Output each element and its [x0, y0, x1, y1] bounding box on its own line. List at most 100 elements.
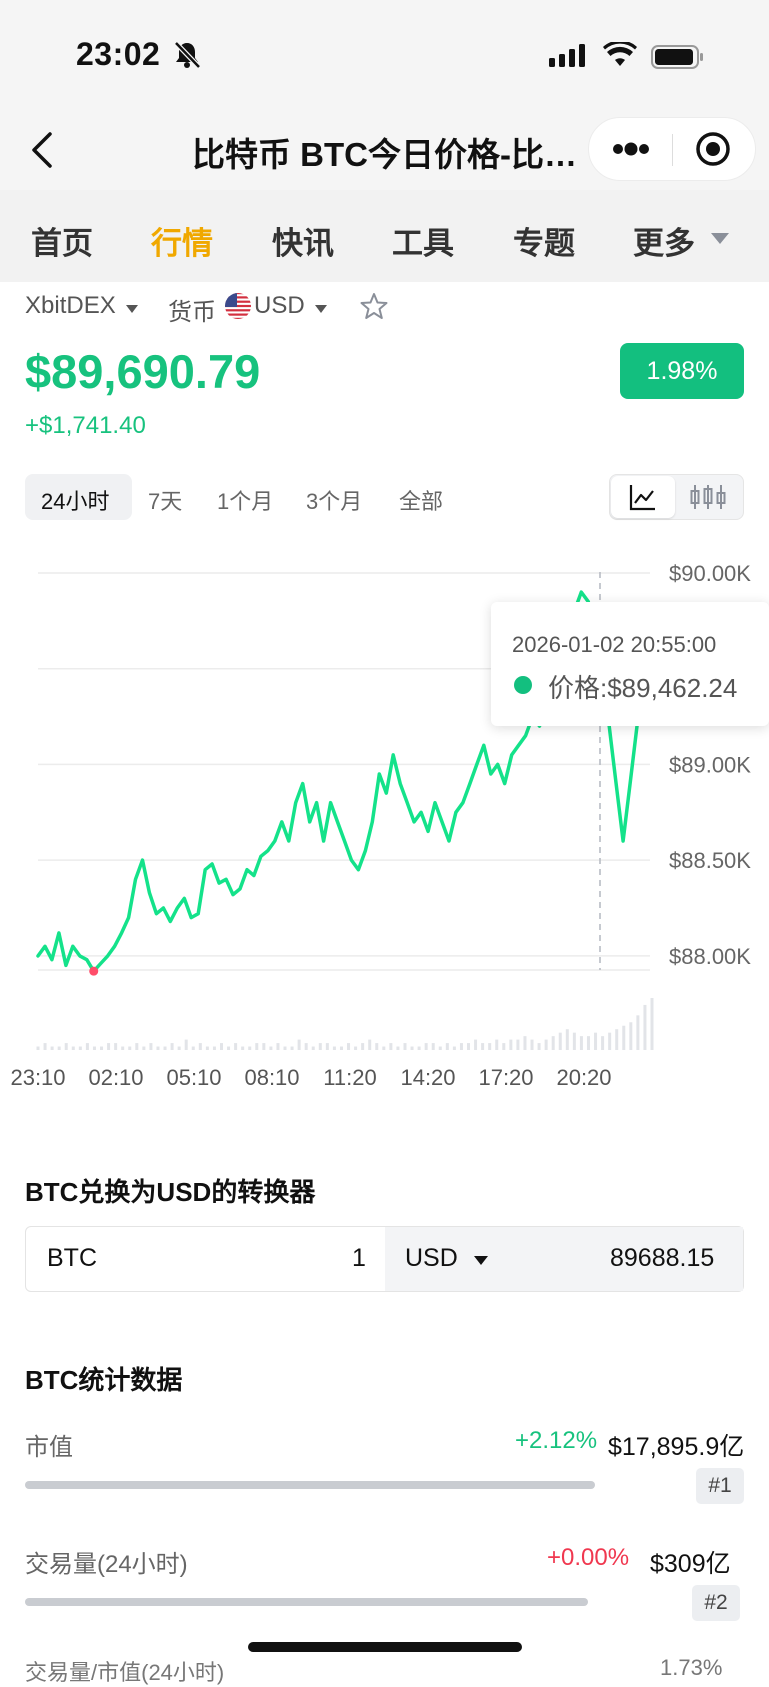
exchange-selector[interactable]: XbitDEX	[25, 292, 116, 319]
converter-title: BTC兑换为USD的转换器	[25, 1177, 316, 1207]
volume-bar	[248, 1046, 252, 1050]
volume-bar	[212, 1046, 216, 1050]
candlestick-icon[interactable]	[690, 483, 726, 516]
x-tick-label: 23:10	[10, 1065, 65, 1090]
volume-bar	[128, 1046, 132, 1050]
converter-to-currency-select[interactable]: USD	[405, 1244, 458, 1272]
stat-volume-bar	[25, 1598, 589, 1606]
volume-bar	[163, 1046, 167, 1050]
range-tab-1m[interactable]: 1个月	[217, 489, 274, 514]
converter-box	[25, 1226, 744, 1292]
us-flag-icon	[224, 292, 252, 325]
range-tab-24h[interactable]: 24小时	[41, 489, 110, 514]
x-tick-label: 11:20	[323, 1065, 376, 1090]
tooltip-date: 2026-01-02 20:55:00	[512, 632, 717, 657]
x-tick-label: 17:20	[478, 1065, 533, 1090]
nav-item-tools[interactable]: 工具	[392, 226, 454, 261]
caret-down-icon	[474, 1253, 488, 1271]
stats-title: BTC统计数据	[25, 1365, 183, 1395]
volume-bar	[579, 1036, 583, 1050]
range-tab-7d[interactable]: 7天	[148, 489, 183, 514]
stat-market-cap-change: +2.12%	[515, 1427, 598, 1454]
volume-bar	[516, 1039, 520, 1050]
volume-bar	[255, 1043, 259, 1050]
volume-bar	[643, 1004, 647, 1050]
battery-icon	[651, 44, 705, 75]
volume-bar	[262, 1043, 266, 1050]
volume-bar	[403, 1043, 407, 1050]
volume-bar	[78, 1046, 82, 1050]
price-change-absolute: +$1,741.40	[25, 412, 146, 439]
x-tick-label: 08:10	[244, 1065, 299, 1090]
converter-from-amount-input[interactable]: 1	[352, 1244, 366, 1272]
star-favorite-icon[interactable]	[360, 292, 388, 325]
volume-bar	[530, 1039, 534, 1050]
price-change-percent-badge: 1.98%	[620, 343, 744, 399]
volume-bar	[445, 1043, 449, 1050]
caret-down-icon	[126, 301, 138, 319]
volume-bar	[368, 1039, 372, 1050]
chart-gridlines	[38, 572, 650, 971]
volume-bar	[452, 1046, 456, 1050]
x-tick-label: 05:10	[166, 1065, 221, 1090]
volume-bar	[572, 1032, 576, 1050]
volume-bar	[354, 1046, 358, 1050]
y-tick-label: $88.00K	[669, 944, 751, 969]
volume-bar	[615, 1029, 619, 1050]
volume-bar	[71, 1046, 75, 1050]
x-tick-label: 02:10	[88, 1065, 143, 1090]
volume-bar	[184, 1039, 188, 1050]
volume-bar	[495, 1039, 499, 1050]
line-chart-icon	[629, 483, 657, 516]
close-mini-program-icon[interactable]	[694, 130, 732, 173]
stat-volume-value: $309亿	[650, 1550, 731, 1578]
stat-market-cap-rank: #1	[696, 1468, 744, 1504]
volume-bar	[417, 1046, 421, 1050]
range-tab-all[interactable]: 全部	[399, 489, 444, 514]
converter-from-currency: BTC	[47, 1244, 97, 1272]
x-axis-labels: 23:10 02:10 05:10 08:10 11:20 14:20 17:20 20:20	[10, 1065, 611, 1090]
tooltip-series-dot	[514, 676, 532, 694]
volume-bar	[100, 1046, 104, 1050]
volume-bar	[198, 1043, 202, 1050]
volume-bar	[92, 1046, 96, 1050]
chart-tooltip	[491, 602, 769, 726]
nav-item-market[interactable]: 行情	[151, 226, 213, 261]
volume-bar	[601, 1036, 605, 1050]
range-tab-3m[interactable]: 3个月	[306, 489, 363, 514]
volume-bar	[43, 1043, 47, 1050]
converter-output-area	[385, 1227, 743, 1291]
stat-market-cap-bar	[25, 1481, 595, 1489]
volume-bar	[311, 1046, 315, 1050]
volume-bar	[36, 1046, 40, 1050]
volume-bar	[339, 1046, 343, 1050]
stat-market-cap-label: 市值	[25, 1434, 73, 1461]
volume-bar	[488, 1043, 492, 1050]
nav-item-home[interactable]: 首页	[31, 226, 93, 261]
volume-bar	[481, 1043, 485, 1050]
wifi-icon	[603, 40, 637, 73]
volume-bar	[325, 1043, 329, 1050]
currency-selector[interactable]: USD	[254, 292, 305, 319]
volume-bar	[558, 1032, 562, 1050]
volume-bar	[389, 1043, 393, 1050]
nav-item-more[interactable]: 更多	[633, 226, 695, 261]
volume-bar	[114, 1043, 118, 1050]
more-options-icon[interactable]	[612, 142, 650, 161]
volume-bar	[64, 1043, 68, 1050]
back-icon[interactable]	[30, 130, 56, 175]
nav-item-news[interactable]: 快讯	[272, 226, 334, 261]
stat-market-cap-value: $17,895.9亿	[608, 1433, 745, 1461]
volume-bar	[85, 1043, 89, 1050]
volume-bar	[622, 1025, 626, 1050]
stat-volume-change: +0.00%	[547, 1544, 630, 1571]
nav-item-topics[interactable]: 专题	[513, 226, 575, 261]
page-title: 比特币 BTC今日价格-比…	[192, 136, 577, 173]
volume-bar	[382, 1046, 386, 1050]
volume-bar	[608, 1032, 612, 1050]
volume-bar	[537, 1043, 541, 1050]
volume-bar	[544, 1039, 548, 1050]
home-indicator	[248, 1642, 522, 1652]
volume-bar	[523, 1036, 527, 1050]
y-tick-label: $90.00K	[669, 561, 751, 586]
